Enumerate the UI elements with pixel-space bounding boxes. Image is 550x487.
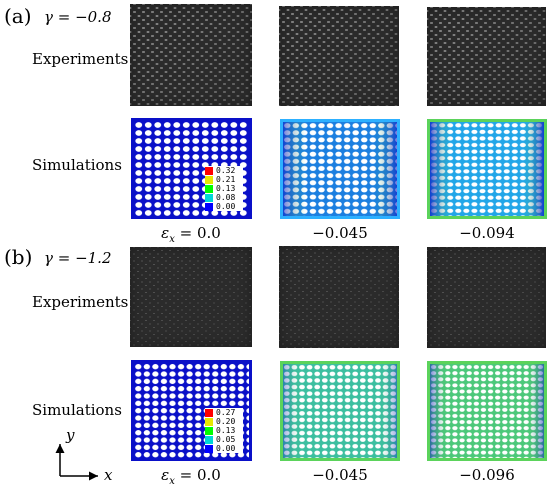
panel-b-legend-value-5: 0.00 — [216, 444, 236, 453]
panel-a-simulation-2 — [280, 119, 400, 219]
panel-a-legend-swatch-1 — [205, 166, 213, 175]
panel-a-legend-value-3: 0.13 — [216, 184, 236, 193]
panel-a-experiment-photo-3 — [427, 7, 546, 106]
panel-a-experiment-photo-1 — [130, 4, 252, 106]
panel-a-legend-row-2: 0.21 — [205, 175, 243, 184]
panel-b-legend-swatch-2 — [205, 417, 213, 426]
panel-b-caption-3: −0.096 — [459, 466, 515, 484]
panel-b-experiment-photo-1 — [130, 247, 252, 347]
panel-a-legend-value-1: 0.32 — [216, 166, 236, 175]
panel-a-legend-swatch-5 — [205, 202, 213, 211]
panel-b-legend-value-1: 0.27 — [216, 408, 236, 417]
panel-a-legend-swatch-4 — [205, 193, 213, 202]
panel-b-simulation-2 — [280, 361, 400, 461]
panel-a-simulation-3-lattice — [430, 122, 544, 216]
panel-a-legend-row-4: 0.08 — [205, 193, 243, 202]
panel-a-tag: (a) — [4, 4, 32, 28]
panel-b-legend-swatch-3 — [205, 426, 213, 435]
panel-a-legend-row-1: 0.32 — [205, 166, 243, 175]
panel-a-caption-2: −0.045 — [312, 224, 368, 242]
panel-a-sim-legend: 0.32 0.21 0.13 0.08 0.00 — [205, 166, 243, 211]
panel-b-legend-row-4: 0.05 — [205, 435, 243, 444]
panel-b-gamma: γ = −1.2 — [44, 249, 112, 267]
panel-b-caption-1: εx = 0.0 — [161, 466, 221, 487]
panel-b-legend-value-2: 0.20 — [216, 417, 236, 426]
panel-b-legend-value-4: 0.05 — [216, 435, 236, 444]
panel-b-simulation-1: 0.27 0.20 0.13 0.05 0.00 — [131, 360, 252, 461]
panel-a-legend-value-4: 0.08 — [216, 193, 236, 202]
panel-b-simulation-3-lattice — [430, 364, 544, 458]
axis-label-y: y — [65, 426, 75, 444]
panel-b-legend-swatch-1 — [205, 408, 213, 417]
panel-b-experiments-label: Experiments — [32, 293, 129, 311]
panel-b-experiment-photo-2 — [279, 246, 399, 348]
panel-a-legend-swatch-2 — [205, 175, 213, 184]
panel-b-legend-swatch-5 — [205, 444, 213, 453]
panel-b-legend-row-3: 0.13 — [205, 426, 243, 435]
panel-b-legend-row-5: 0.00 — [205, 444, 243, 453]
panel-b-tag: (b) — [4, 245, 33, 269]
coordinate-axes-icon: y x — [50, 426, 120, 484]
axis-label-x: x — [104, 466, 113, 482]
panel-b-simulation-2-lattice — [283, 364, 397, 458]
panel-b-legend-swatch-4 — [205, 435, 213, 444]
panel-b-simulations-label: Simulations — [32, 401, 122, 419]
panel-a-simulation-3 — [427, 119, 547, 219]
panel-a-legend-row-5: 0.00 — [205, 202, 243, 211]
panel-a-experiment-photo-2 — [279, 6, 399, 106]
panel-a-legend-value-5: 0.00 — [216, 202, 236, 211]
panel-a-simulation-2-lattice — [283, 122, 397, 216]
panel-a-caption-1: εx = 0.0 — [161, 224, 221, 245]
panel-a-simulation-1: 0.32 0.21 0.13 0.08 0.00 — [131, 118, 252, 219]
panel-b-sim-legend: 0.27 0.20 0.13 0.05 0.00 — [205, 408, 243, 453]
panel-a-simulations-label: Simulations — [32, 156, 122, 174]
panel-a-caption-3: −0.094 — [459, 224, 515, 242]
panel-b-legend-row-1: 0.27 — [205, 408, 243, 417]
panel-b-caption-2: −0.045 — [312, 466, 368, 484]
panel-a-legend-row-3: 0.13 — [205, 184, 243, 193]
panel-a-legend-swatch-3 — [205, 184, 213, 193]
panel-a-experiments-label: Experiments — [32, 50, 129, 68]
panel-b-legend-row-2: 0.20 — [205, 417, 243, 426]
panel-b-simulation-3 — [427, 361, 547, 461]
panel-b-legend-value-3: 0.13 — [216, 426, 236, 435]
panel-b-experiment-photo-3 — [427, 247, 546, 348]
panel-a-gamma: γ = −0.8 — [44, 8, 112, 26]
panel-a-legend-value-2: 0.21 — [216, 175, 236, 184]
